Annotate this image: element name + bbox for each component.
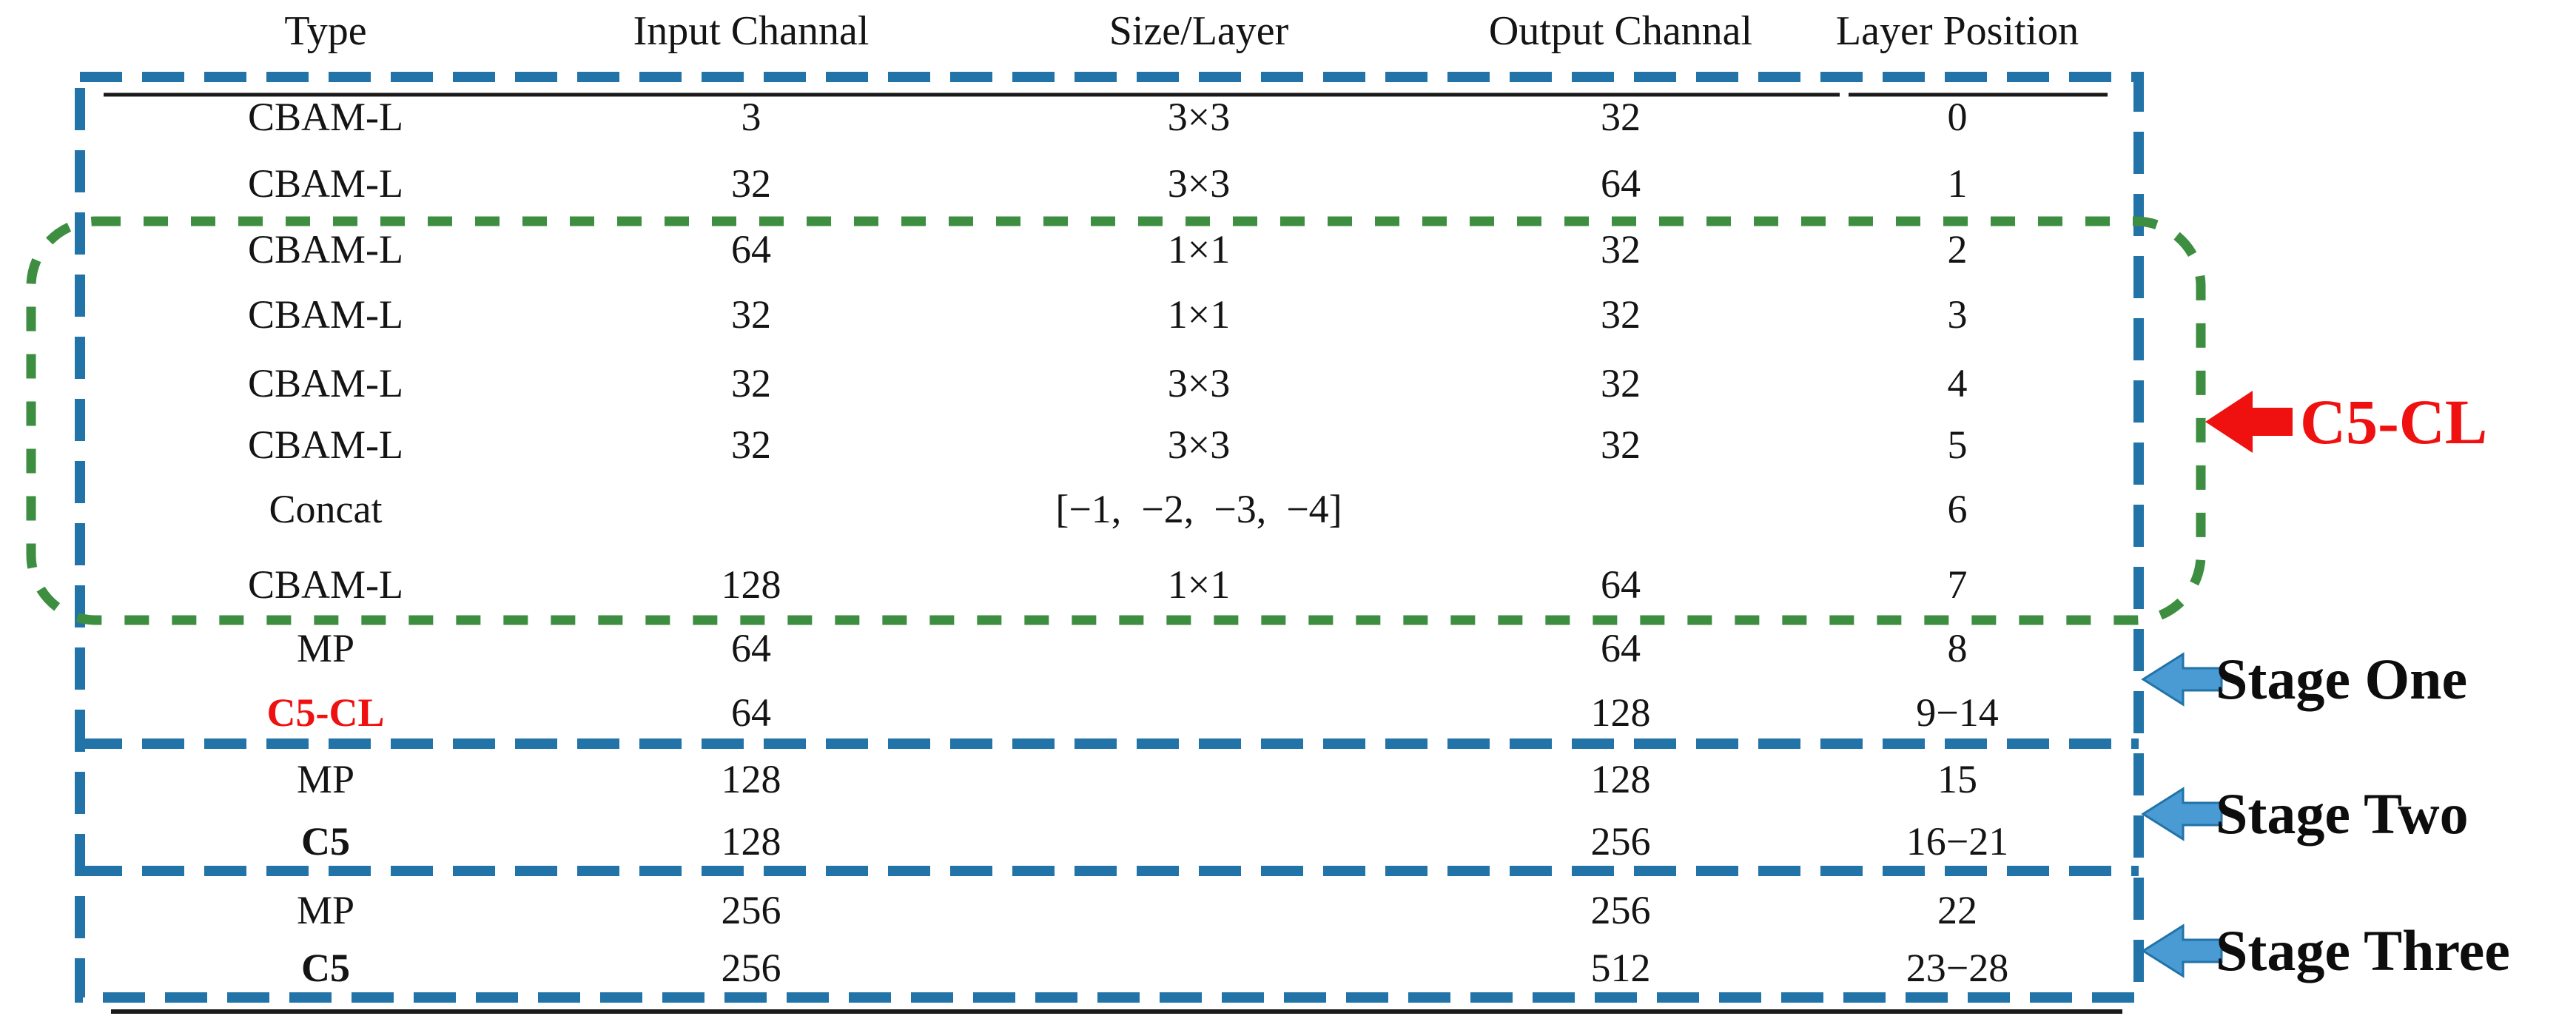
cell-input: 64 — [731, 227, 771, 272]
header-output-channal: Output Channal — [1488, 8, 1753, 54]
stage-one-arrow-icon — [2141, 652, 2223, 707]
table-row: CBAM-L 128 1×1 64 7 — [104, 551, 2116, 618]
cell-size: 1×1 — [1167, 292, 1231, 337]
cell-input: 32 — [731, 361, 771, 406]
cell-input: 256 — [721, 946, 781, 990]
cell-size: 1×1 — [1167, 227, 1231, 272]
table-row: CBAM-L 32 1×1 32 3 — [104, 281, 2116, 348]
table-row: MP 64 64 8 — [104, 615, 2116, 682]
c5cl-arrow-icon — [2205, 391, 2293, 453]
cell-type-c5cl: C5-CL — [266, 690, 385, 735]
cell-input: 32 — [731, 292, 771, 337]
cell-output: 32 — [1601, 227, 1641, 272]
cell-pos: 9−14 — [1916, 690, 1999, 735]
header-input-channal: Input Channal — [633, 8, 870, 54]
cell-input: 3 — [741, 95, 761, 139]
cell-size: 3×3 — [1167, 161, 1231, 206]
table-row: CBAM-L 32 3×3 32 4 — [104, 350, 2116, 417]
cell-pos: 4 — [1947, 361, 1968, 406]
cell-pos: 22 — [1937, 888, 1977, 932]
cell-type: CBAM-L — [247, 292, 403, 337]
cell-input: 64 — [731, 626, 771, 670]
table-row: C5 256 512 23−28 — [104, 935, 2116, 1001]
stage-one-label: Stage One — [2216, 647, 2468, 711]
table-row: CBAM-L 64 1×1 32 2 — [104, 216, 2116, 283]
cell-pos: 7 — [1947, 562, 1968, 607]
c5cl-annotation-label: C5-CL — [2300, 386, 2488, 457]
cell-type: CBAM-L — [247, 227, 403, 272]
header-layer-position: Layer Position — [1835, 8, 2079, 54]
cell-pos: 8 — [1947, 626, 1968, 670]
cell-output: 32 — [1601, 423, 1641, 467]
green-dashed-box — [26, 216, 2206, 625]
cell-type: CBAM-L — [247, 562, 403, 607]
table-row: CBAM-L 3 3×3 32 0 — [104, 84, 2116, 150]
cell-type: MP — [296, 888, 355, 932]
stage-three-label: Stage Three — [2216, 918, 2510, 983]
cell-type: CBAM-L — [247, 423, 403, 467]
cell-output: 32 — [1601, 361, 1641, 406]
cell-input: 32 — [731, 161, 771, 206]
cell-output: 128 — [1590, 757, 1651, 801]
cell-type-c5: C5 — [301, 819, 350, 864]
cell-type: CBAM-L — [247, 161, 403, 206]
blue-dashed-box — [75, 72, 2144, 1003]
table-header-row: Type Input Channal Size/Layer Output Cha… — [104, 0, 2116, 63]
cell-type: Concat — [269, 487, 383, 531]
cell-input: 32 — [731, 423, 771, 467]
cell-type-c5: C5 — [301, 946, 350, 990]
cell-size: 3×3 — [1167, 361, 1231, 406]
cell-output: 32 — [1601, 292, 1641, 337]
cell-output: 256 — [1590, 819, 1651, 864]
cell-input: 256 — [721, 888, 781, 932]
header-size-layer: Size/Layer — [1109, 8, 1289, 54]
cell-input: 64 — [731, 690, 771, 735]
cell-type: MP — [296, 757, 355, 801]
cell-output: 32 — [1601, 95, 1641, 139]
table-row: CBAM-L 32 3×3 32 5 — [104, 411, 2116, 478]
cell-pos: 16−21 — [1906, 819, 2009, 864]
cell-pos: 1 — [1947, 161, 1968, 206]
stage-two-arrow-icon — [2141, 787, 2223, 841]
cell-output: 64 — [1601, 562, 1641, 607]
cell-pos: 5 — [1947, 423, 1968, 467]
cell-input: 128 — [721, 757, 781, 801]
stage-three-arrow-icon — [2141, 923, 2223, 978]
cell-output: 256 — [1590, 888, 1651, 932]
cell-pos: 0 — [1947, 95, 1968, 139]
table-row: MP 128 128 15 — [104, 746, 2116, 812]
cell-type: MP — [296, 626, 355, 670]
cell-output: 128 — [1590, 690, 1651, 735]
cell-type: CBAM-L — [247, 361, 403, 406]
header-type: Type — [284, 8, 367, 54]
cell-size: 3×3 — [1167, 95, 1231, 139]
cell-pos: 3 — [1947, 292, 1968, 337]
cell-pos: 6 — [1947, 487, 1968, 531]
cell-pos: 23−28 — [1906, 946, 2009, 990]
cell-pos: 15 — [1937, 757, 1977, 801]
cell-size: 1×1 — [1167, 562, 1231, 607]
cell-output: 512 — [1590, 946, 1651, 990]
table-row: CBAM-L 32 3×3 64 1 — [104, 150, 2116, 217]
cell-type: CBAM-L — [247, 95, 403, 139]
cell-input: 128 — [721, 562, 781, 607]
cell-input: 128 — [721, 819, 781, 864]
cell-size: 3×3 — [1167, 423, 1231, 467]
table-row: MP 256 256 22 — [104, 877, 2116, 943]
cell-pos: 2 — [1947, 227, 1968, 272]
cell-size: [−1, −2, −3, −4] — [1055, 487, 1342, 531]
table-row: Concat [−1, −2, −3, −4] 6 — [104, 476, 2116, 542]
stage-two-label: Stage Two — [2216, 781, 2469, 846]
table-row: C5-CL 64 128 9−14 — [104, 679, 2116, 746]
cell-output: 64 — [1601, 626, 1641, 670]
table-row: C5 128 256 16−21 — [104, 808, 2116, 875]
cell-output: 64 — [1601, 161, 1641, 206]
